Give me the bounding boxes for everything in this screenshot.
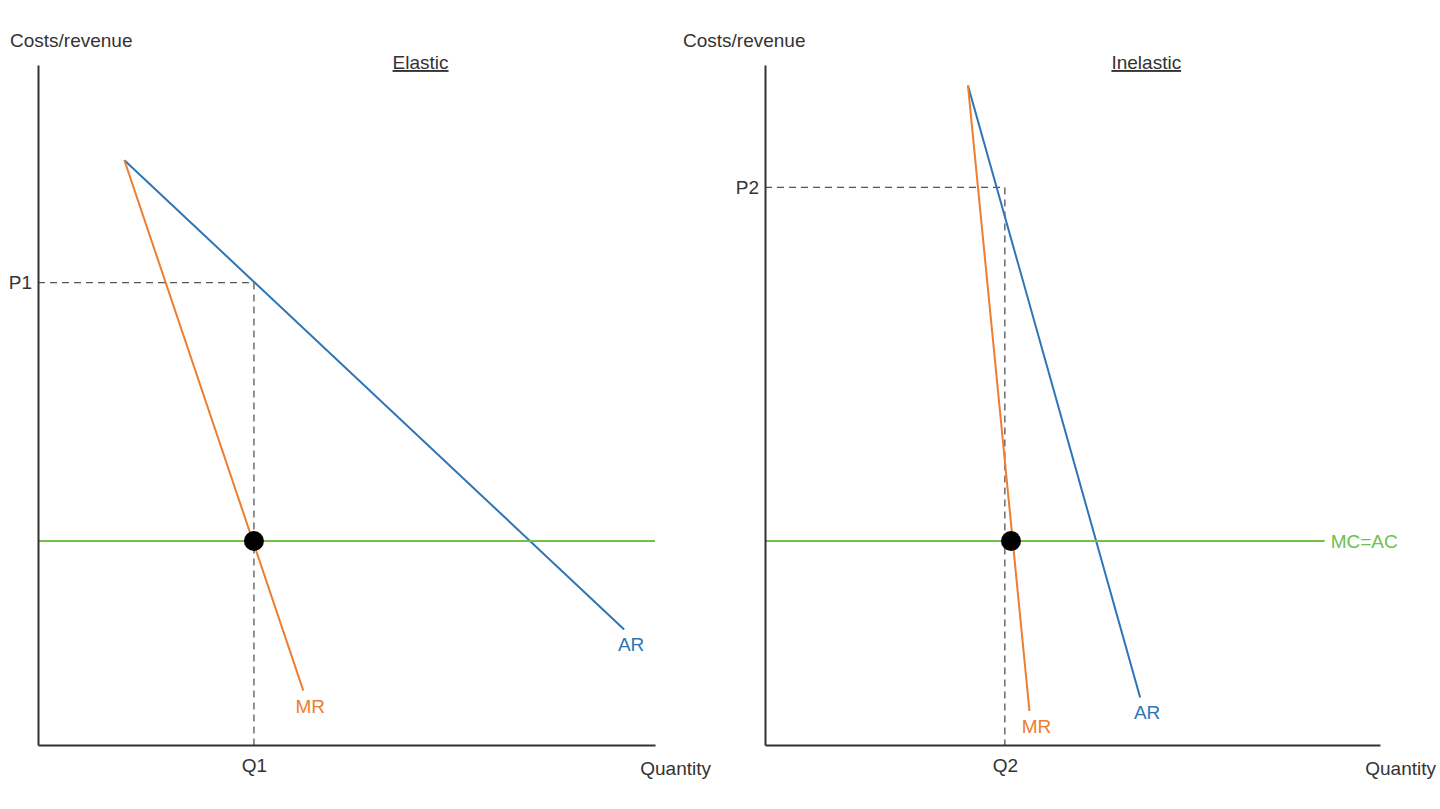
curve [124, 160, 624, 629]
x-tick: Q1 [242, 745, 267, 776]
x-axis: Q2 [766, 745, 1381, 776]
panel-title: Inelastic [1111, 52, 1181, 73]
x-axis-title: Quantity [1365, 758, 1436, 779]
x-axis: Q1 [39, 745, 656, 776]
x-axis-line [766, 745, 1381, 747]
x-axis-title: Quantity [640, 758, 711, 779]
curve [124, 160, 303, 690]
chart-panel: Q2 P2 Inelastic Costs/revenue Quantity AR MR MC… [683, 30, 1436, 779]
curve-label: AR [1134, 702, 1160, 723]
quantity-guide [253, 283, 254, 745]
plot-area [38, 160, 655, 745]
y-tick: P2 [736, 177, 765, 198]
y-axis: P2 [736, 66, 766, 746]
plot-area [765, 85, 1325, 745]
y-axis-title: Costs/revenue [10, 30, 133, 51]
y-axis: P1 [9, 66, 39, 746]
y-tick-label: P1 [9, 272, 32, 293]
equilibrium-point [1001, 531, 1021, 551]
y-axis-title: Costs/revenue [683, 30, 806, 51]
x-tick: Q2 [993, 745, 1018, 776]
curve-label: AR [618, 634, 644, 655]
price-guide [38, 282, 254, 283]
chart-panel: Q1 P1 Elastic Costs/revenue Quantity AR MR [9, 30, 712, 779]
x-tick-label: Q2 [993, 755, 1018, 776]
curve-label: MR [1022, 716, 1052, 737]
curve [38, 540, 655, 542]
curve [765, 540, 1325, 542]
price-guide [765, 187, 1005, 188]
y-tick-label: P2 [736, 177, 759, 198]
curve [968, 85, 1140, 697]
x-tick-label: Q1 [242, 755, 267, 776]
y-axis-line [38, 66, 40, 746]
y-axis-line [765, 66, 767, 746]
curve-label: MC=AC [1331, 531, 1398, 552]
chart-canvas: Q1P1ElasticCosts/revenueQuantityARMRQ2P2… [0, 0, 1440, 809]
x-axis-line [39, 745, 656, 747]
curve [968, 85, 1029, 711]
curve-label: MR [296, 696, 326, 717]
equilibrium-point [244, 531, 264, 551]
y-tick: P1 [9, 272, 38, 293]
panel-title: Elastic [393, 52, 449, 73]
